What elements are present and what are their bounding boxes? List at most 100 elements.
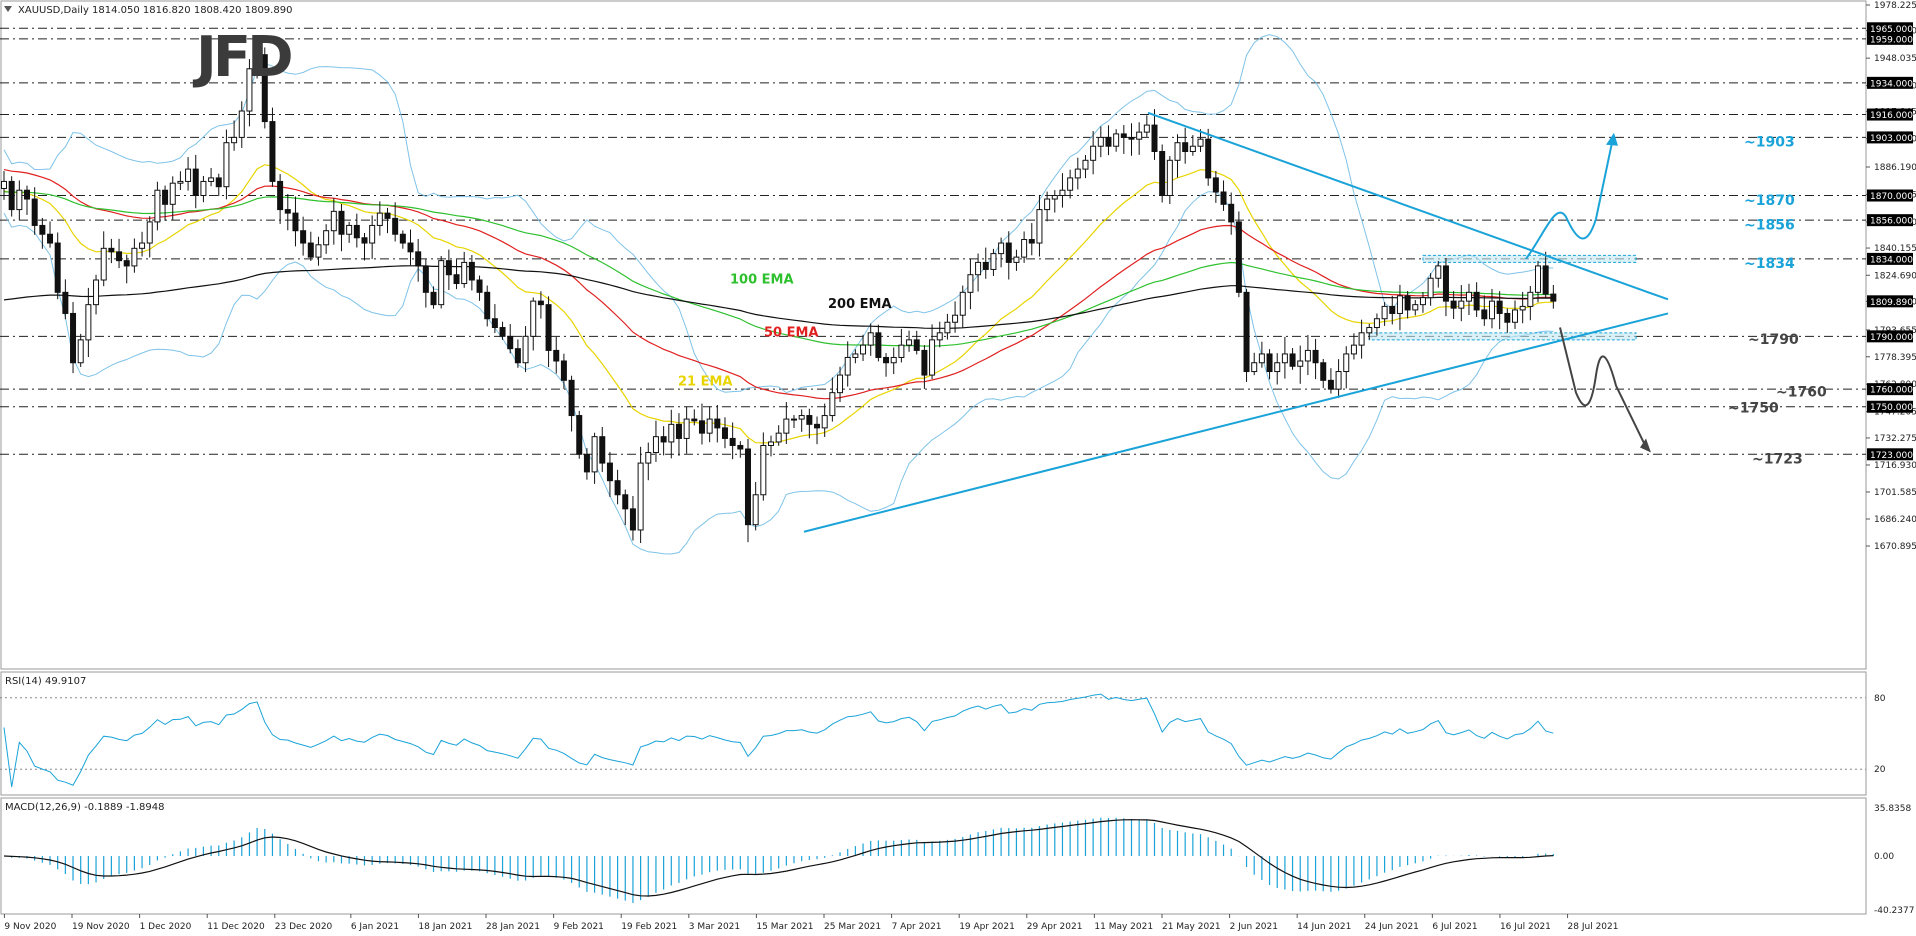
candle-bull [208,177,215,182]
candle-bear [545,304,552,351]
candle-bear [47,233,54,244]
price-tick-label: 1978.225 [1874,1,1916,11]
candle-bull [760,444,767,496]
candle-bull [100,247,107,281]
date-tick-label: 28 Jul 2021 [1568,922,1619,932]
candle-bull [254,54,261,70]
candle-bull [169,182,176,205]
candle-bull [1274,362,1281,373]
candle-bear [921,349,928,376]
candle-bear [875,332,882,358]
level-tag [1867,383,1913,396]
level-tag [1867,131,1913,144]
candle-bull [177,180,184,184]
triangle-trendlines [803,111,1669,533]
candle-bull [346,224,353,235]
ema-labels: 21 EMA 50 EMA 100 EMA 200 EMA [678,273,892,390]
level-tag [1867,108,1913,121]
candle-bull [369,224,376,244]
candle-bull [637,462,644,531]
level-tag [1867,76,1913,89]
level-tag-label: 1834.000 [1870,255,1913,265]
level-tag-label: 1750.000 [1870,403,1913,413]
bullish-arrowhead [1606,132,1618,146]
candle-bear [1442,265,1449,302]
candle-bull [652,436,659,454]
scenario-arrows [1525,132,1651,453]
date-tick-label: 19 Feb 2021 [621,922,677,932]
candle-bear [292,212,299,232]
candle-bear [1159,151,1166,197]
ema-200-line [3,265,1554,329]
candle-bear [1389,305,1396,314]
candle-bull [1435,265,1442,279]
candle-bear [476,279,483,293]
date-tick-label: 1 Dec 2020 [140,922,192,932]
candle-bear [116,251,123,262]
candle-bull [898,344,905,358]
candle-bear [982,261,989,270]
date-tick-label: 19 Nov 2020 [72,922,130,932]
candle-bear [108,247,115,253]
candle-bull [1350,344,1357,355]
date-tick-label: 18 Jan 2021 [418,922,472,932]
candle-bull [185,168,192,182]
price-tick-label: 1840.155 [1874,244,1916,254]
level-tag-label: 1916.000 [1870,111,1913,121]
price-tick-label: 1686.240 [1874,515,1916,525]
candle-bear [338,210,345,235]
candle-bear [1320,362,1327,381]
candle-bear [1289,353,1296,367]
candle-bear [1028,239,1035,244]
candle-bull [1044,198,1051,211]
rsi-level-label: 20 [1874,765,1886,775]
candle-bull [768,441,774,446]
candle-bull [1427,277,1434,299]
candle-bull [376,212,383,226]
date-tick-label: 6 Jul 2021 [1432,922,1477,932]
annotation-approx-1856: ~1856 [1744,217,1795,233]
candle-bull [330,210,337,232]
candle-bear [560,360,567,381]
candle-bull [844,356,851,376]
candle-bull [683,418,690,439]
candle-bear [568,379,575,417]
price-tick-label: 1701.585 [1874,488,1916,498]
candle-bear [599,436,606,464]
candle-bear [1128,136,1135,140]
candle-bear [392,217,399,235]
candle-bull [77,339,84,364]
candle-bull [131,247,138,267]
descending-trendline [1147,111,1669,301]
candle-bear [31,198,38,226]
candle-bull [1013,256,1020,263]
candle-bear [1496,300,1503,314]
date-tick-label: 15 Mar 2021 [756,922,813,932]
candle-bull [837,374,844,394]
candle-bear [468,261,475,281]
candle-bull [975,261,982,276]
candle-bear [445,260,452,276]
candle-bear [484,291,491,320]
level-tag [1867,400,1913,413]
date-tick-label: 11 May 2021 [1094,922,1153,932]
candle-bear [1182,142,1189,153]
rsi-panel: 80 20 [0,693,1886,788]
bollinger-lower [3,191,1554,555]
candle-bear [1205,138,1212,179]
candle-bear [453,274,460,285]
candle-bull [936,332,943,341]
date-tick-label: 25 Mar 2021 [824,922,881,932]
date-tick-label: 11 Dec 2020 [207,922,265,932]
ema-100-line [3,191,1554,347]
candle-bull [1527,291,1534,307]
candle-bull [1535,265,1541,293]
macd-panel: 35.8358 0.00 -40.2377 [3,804,1914,916]
candle-bull [829,392,836,417]
candle-bull [906,339,913,346]
candle-bear [284,209,291,214]
candle-bull [645,452,652,464]
candle-bull [1036,209,1043,244]
candle-bull [93,279,100,306]
candle-bull [990,253,997,270]
